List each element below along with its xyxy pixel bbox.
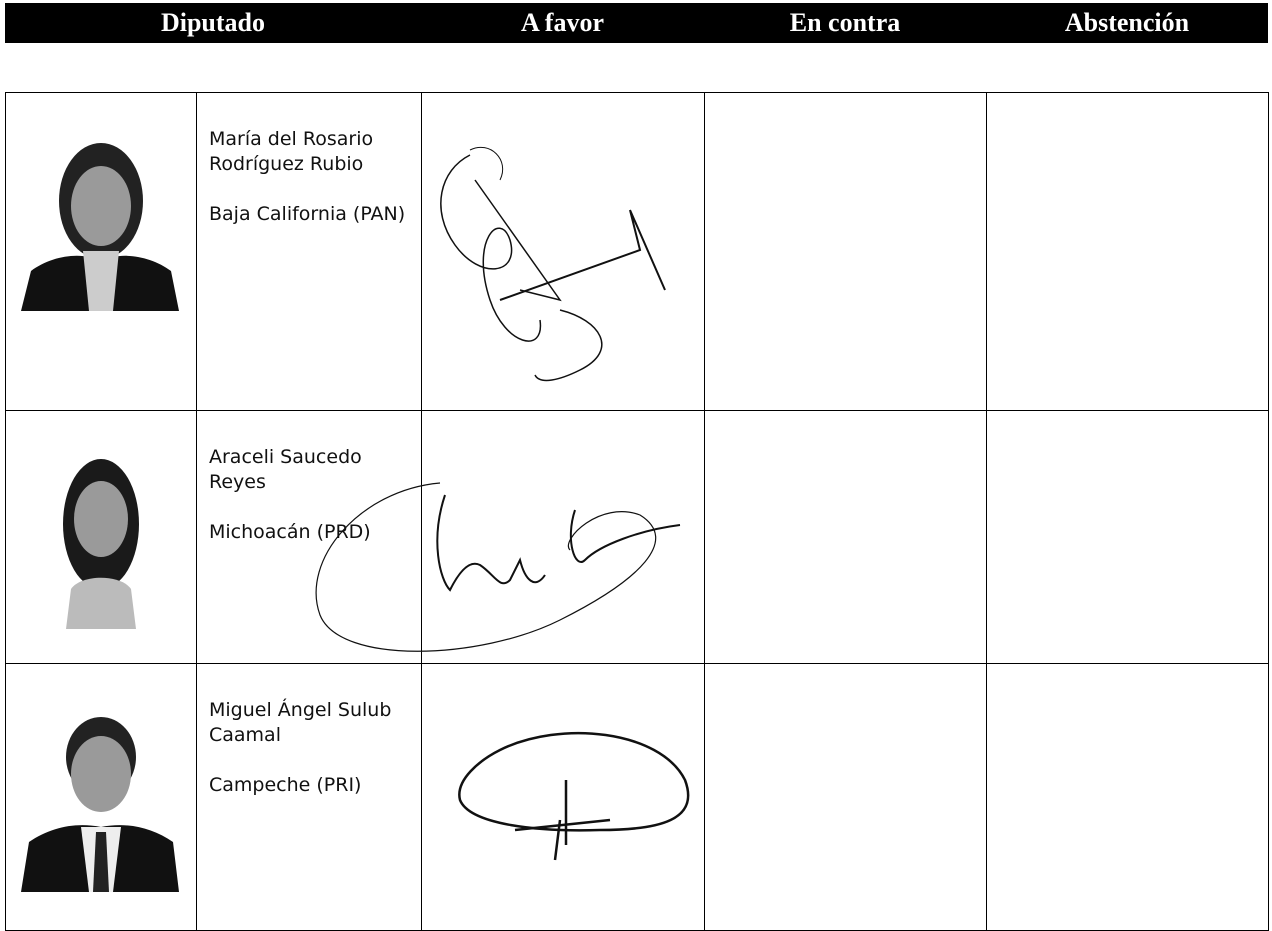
photo-cell xyxy=(5,410,197,664)
photo-cell xyxy=(5,663,197,931)
deputy-name: Araceli Saucedo Reyes xyxy=(209,446,362,493)
vote-cell xyxy=(421,410,705,664)
vote-table: María del Rosario Rodríguez Rubio Baja Ca… xyxy=(5,92,1269,931)
deputy-name: María del Rosario Rodríguez Rubio xyxy=(209,128,374,175)
vote-cell xyxy=(704,92,987,411)
deputy-district: Michoacán (PRD) xyxy=(209,521,371,543)
vote-cell xyxy=(986,410,1269,664)
table-row: Miguel Ángel Sulub Caamal Campeche (PRI) xyxy=(5,663,1269,931)
vote-cell xyxy=(704,410,987,664)
deputy-district: Baja California (PAN) xyxy=(209,203,406,225)
vote-cell xyxy=(421,92,705,411)
column-header: A favor xyxy=(520,8,605,37)
table-row: María del Rosario Rodríguez Rubio Baja Ca… xyxy=(5,92,1269,411)
name-cell: Araceli Saucedo Reyes Michoacán (PRD) xyxy=(196,410,422,664)
header-bar: Diputado A favor En contra Abstención xyxy=(5,3,1268,43)
photo-cell xyxy=(5,92,197,411)
vote-cell xyxy=(421,663,705,931)
vote-cell xyxy=(986,92,1269,411)
vote-cell xyxy=(704,663,987,931)
column-header: En contra xyxy=(789,8,901,37)
table-row: Araceli Saucedo Reyes Michoacán (PRD) xyxy=(5,410,1269,664)
vote-cell xyxy=(986,663,1269,931)
column-header: Diputado xyxy=(160,8,266,37)
photo xyxy=(21,717,179,892)
photo xyxy=(63,459,139,629)
deputy-name: Miguel Ángel Sulub Caamal xyxy=(209,699,392,746)
name-cell: María del Rosario Rodríguez Rubio Baja Ca… xyxy=(196,92,422,411)
photo xyxy=(21,143,179,311)
deputy-district: Campeche (PRI) xyxy=(209,774,362,796)
name-cell: Miguel Ángel Sulub Caamal Campeche (PRI) xyxy=(196,663,422,931)
column-header: Abstención xyxy=(1064,8,1190,37)
